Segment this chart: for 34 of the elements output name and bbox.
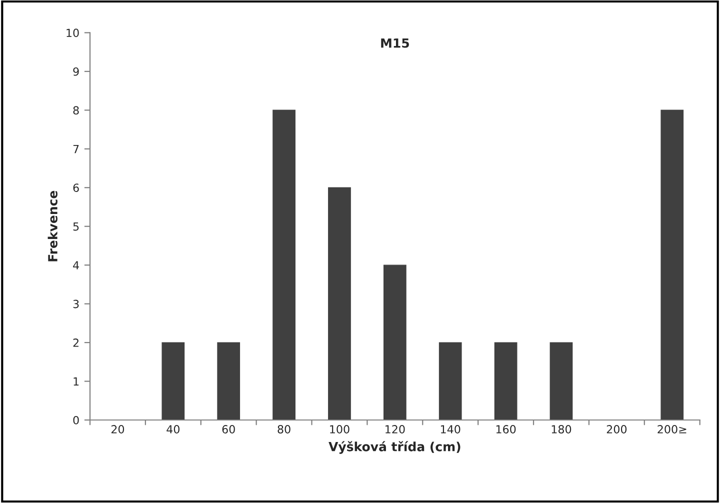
x-tick-label: 60 xyxy=(222,425,235,434)
bar xyxy=(272,110,296,420)
bar xyxy=(383,264,406,420)
y-tick-label: 10 xyxy=(66,28,79,38)
y-tick-label: 9 xyxy=(73,67,79,76)
x-axis-title: Výšková třída (cm) xyxy=(328,441,460,454)
x-tick-label: 180 xyxy=(552,425,572,434)
chart-title: M15 xyxy=(381,38,409,48)
bar xyxy=(660,110,684,420)
y-tick-label: 7 xyxy=(73,145,79,154)
bar xyxy=(494,342,518,420)
y-tick-label: 5 xyxy=(73,222,79,231)
y-tick-label: 8 xyxy=(73,106,79,115)
x-tick-label: 160 xyxy=(496,425,516,434)
y-tick-label: 0 xyxy=(73,416,79,424)
y-axis-title: Frekvence xyxy=(48,190,58,262)
bar xyxy=(217,342,240,420)
y-tick-label: 2 xyxy=(73,338,78,347)
bar xyxy=(438,342,462,420)
x-tick-label: 140 xyxy=(440,425,460,434)
y-tick-label: 4 xyxy=(73,261,79,270)
bar xyxy=(162,342,185,420)
x-tick-label: 200≥ xyxy=(658,425,686,434)
bar xyxy=(328,187,351,420)
x-tick-label: 100 xyxy=(330,425,350,434)
x-tick-label: 40 xyxy=(166,425,180,434)
x-tick-label: 80 xyxy=(278,425,290,434)
bar xyxy=(550,342,573,420)
x-tick-label: 20 xyxy=(111,425,124,434)
y-tick-label: 6 xyxy=(73,184,79,192)
y-tick-label: 3 xyxy=(73,300,79,308)
y-tick-label: 1 xyxy=(74,377,79,386)
x-tick-label: 120 xyxy=(386,425,405,434)
x-tick-label: 200 xyxy=(606,425,627,434)
